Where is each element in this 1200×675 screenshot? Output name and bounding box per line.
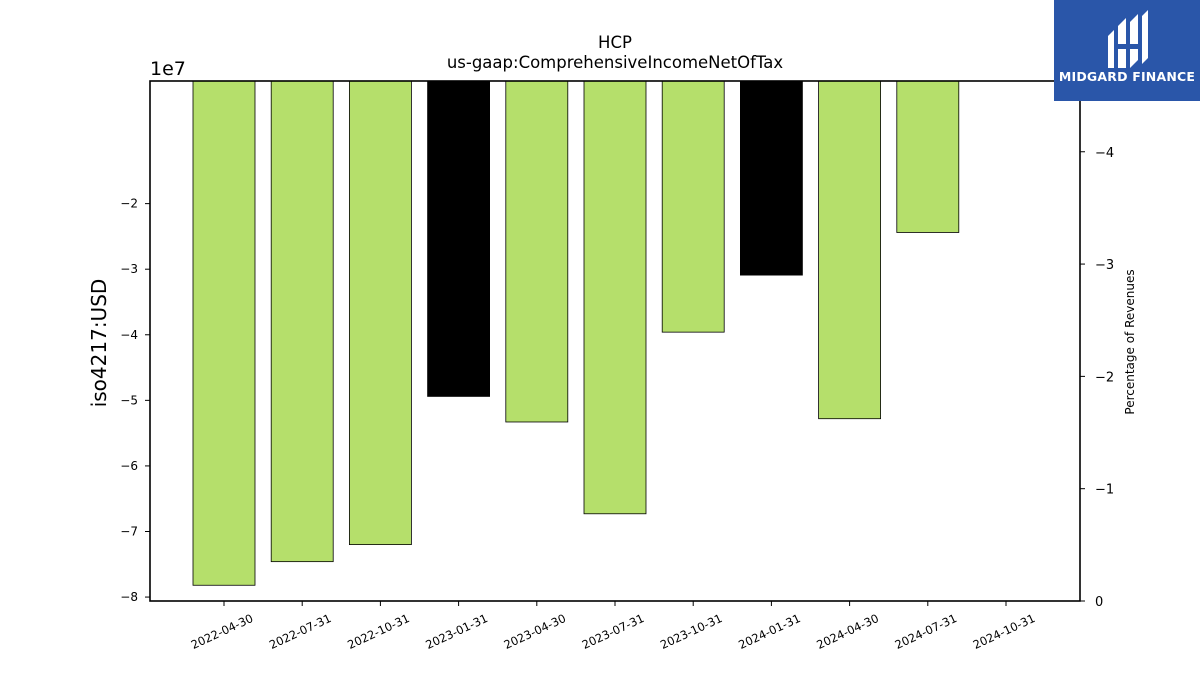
- bar-2024-07-31: [896, 80, 960, 233]
- bar-2023-10-31: [661, 80, 725, 333]
- bars-group: [192, 80, 960, 586]
- y2-axis-ticks: 0 −1 −2 −3 −4: [1080, 146, 1114, 610]
- plot-frame: [149, 80, 1081, 602]
- x-tick-label: 2024-01-31: [736, 611, 802, 652]
- y-axis-label: iso4217:USD: [87, 279, 111, 408]
- x-tick-label: 2024-07-31: [893, 611, 959, 652]
- y-offset-label: 1e7: [150, 58, 186, 80]
- bar-2024-04-30: [818, 80, 881, 420]
- bar-2022-07-31: [270, 80, 334, 563]
- x-tick-label: 2023-04-30: [502, 611, 568, 652]
- x-tick-label: 2022-10-31: [345, 611, 411, 652]
- bar-2024-01-31: [740, 80, 803, 276]
- y-tick-label: −3: [120, 262, 138, 276]
- x-tick-label: 2022-04-30: [189, 611, 255, 652]
- y2-tick-label: −4: [1095, 146, 1114, 161]
- logo-text: MIDGARD FINANCE: [1058, 69, 1196, 84]
- y-tick-label: −5: [120, 393, 138, 407]
- x-tick-label: 2024-10-31: [971, 611, 1037, 652]
- bar-2023-07-31: [583, 80, 647, 515]
- y2-axis-label: Percentage of Revenues: [1123, 269, 1137, 414]
- x-tick-label: 2022-07-31: [267, 611, 333, 652]
- bar-2022-10-31: [348, 80, 412, 546]
- y-axis-ticks: −8 −7 −6 −5 −4 −3 −2: [120, 197, 150, 604]
- bar-2022-04-30: [192, 80, 256, 586]
- y-tick-label: −8: [120, 590, 138, 604]
- y-tick-label: −4: [120, 328, 138, 342]
- x-tick-label: 2023-10-31: [658, 611, 724, 652]
- y2-tick-label: 0: [1095, 595, 1103, 610]
- y-tick-label: −2: [120, 197, 138, 211]
- x-tick-label: 2024-04-30: [814, 611, 880, 652]
- y-tick-label: −7: [120, 524, 138, 538]
- bar-2023-01-31: [427, 80, 491, 397]
- chart-subtitle: us-gaap:ComprehensiveIncomeNetOfTax: [447, 53, 784, 72]
- bar-2023-04-30: [505, 80, 569, 423]
- y2-tick-label: −3: [1095, 258, 1114, 273]
- chart-title: HCP: [598, 33, 632, 52]
- y2-tick-label: −1: [1095, 483, 1114, 498]
- company-logo: MIDGARD FINANCE: [1054, 0, 1200, 101]
- x-axis-ticks: 2022-04-30 2022-07-31 2022-10-31 2023-01-31…: [189, 601, 1037, 652]
- logo-mark-icon: [1108, 10, 1148, 68]
- y-tick-label: −6: [120, 459, 138, 473]
- y2-tick-label: −2: [1095, 370, 1114, 385]
- x-tick-label: 2023-01-31: [423, 611, 489, 652]
- x-tick-label: 2023-07-31: [580, 611, 646, 652]
